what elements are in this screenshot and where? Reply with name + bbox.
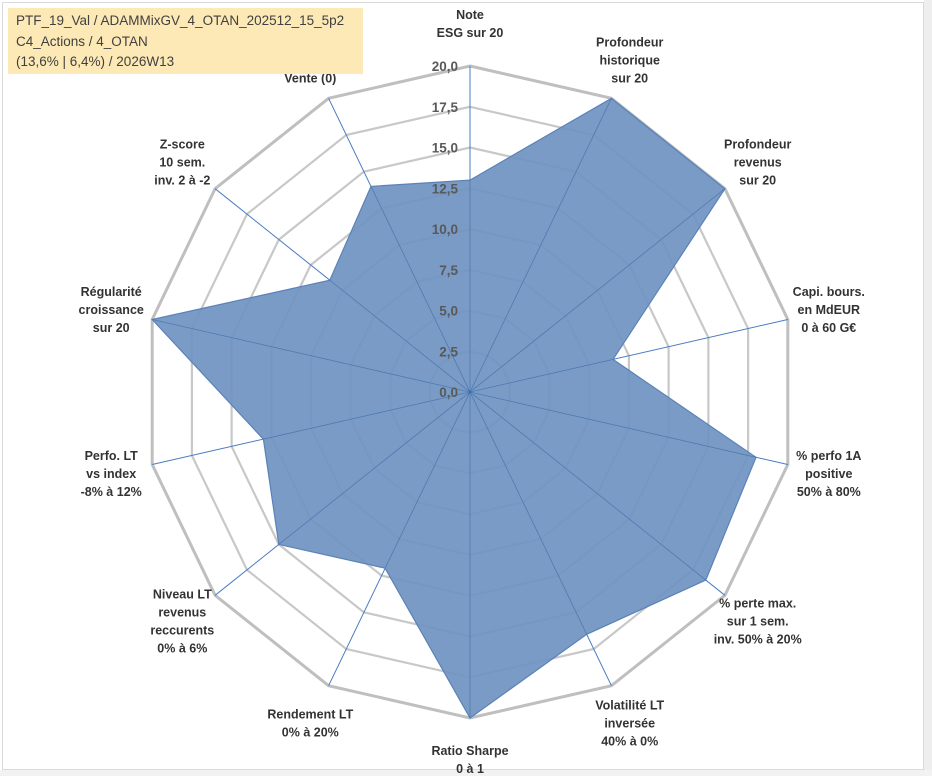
axis-label-line: Ratio Sharpe <box>431 744 508 758</box>
axis-label-line: 0 à 1 <box>456 762 484 776</box>
axis-label-2: Profondeur historique sur 20 <box>596 35 663 85</box>
axis-label-line: 0% à 6% <box>157 641 207 655</box>
series-spoke-9 <box>384 391 471 569</box>
axis-label-line: Vente (0) <box>284 71 336 85</box>
series-spoke-10 <box>278 391 471 545</box>
axis-label-6: % perte max. sur 1 sem. inv. 50% à 20% <box>714 596 802 646</box>
axis-label-line: sur 1 sem. <box>727 614 789 628</box>
series-spoke-3 <box>469 188 726 393</box>
series-spoke-4 <box>469 359 614 393</box>
axis-label-4: Capi. bours. en MdEUR 0 à 60 G€ <box>793 285 865 335</box>
axis-label-line: 10 sem. <box>159 156 205 170</box>
axis-label-line: Z-score <box>160 138 205 152</box>
series-spoke-7 <box>469 391 587 635</box>
tick-label: 12,5 <box>432 181 459 196</box>
axis-label-9: Rendement LT 0% à 20% <box>267 708 353 740</box>
axis-label-5: % perfo 1A positive 50% à 80% <box>796 449 861 499</box>
axis-label-line: Profondeur <box>724 138 791 152</box>
axis-label-line: reccurents <box>150 623 214 637</box>
axis-label-line: Régularité <box>81 285 142 299</box>
axis-label-line: inv. 2 à -2 <box>154 174 210 188</box>
axis-label-line: inversée <box>604 717 655 731</box>
axis-label-line: Profondeur <box>596 35 663 49</box>
portfolio-category: C4_Actions / 4_OTAN <box>16 33 148 49</box>
axis-label-line: revenus <box>158 605 206 619</box>
tick-label: 17,5 <box>432 100 459 115</box>
tick-label: 0,0 <box>439 385 458 400</box>
axis-label-line: 0% à 20% <box>282 726 339 740</box>
tick-label: 10,0 <box>432 222 458 237</box>
vertical-scrollbar[interactable] <box>924 0 932 776</box>
tick-label: 5,0 <box>439 304 458 319</box>
axis-label-line: Capi. bours. <box>793 285 865 299</box>
portfolio-name: PTF_19_Val / ADAMMixGV_4_OTAN_202512_15_… <box>16 13 345 28</box>
axis-label-11: Perfo. LT vs index -8% à 12% <box>81 449 142 499</box>
axis-label-line: croissance <box>79 303 144 317</box>
series-spoke-2 <box>469 98 612 393</box>
axis-label-7: Volatilité LT inversée 40% à 0% <box>595 699 664 749</box>
tick-label: 15,0 <box>432 141 458 156</box>
axis-label-line: en MdEUR <box>798 303 861 317</box>
axis-label-line: revenus <box>734 156 782 170</box>
tick-label: 7,5 <box>439 263 458 278</box>
axis-label-line: sur 20 <box>93 321 130 335</box>
axis-label-1: Note ESG sur 20 <box>437 8 504 40</box>
axis-label-line: inv. 50% à 20% <box>714 632 802 646</box>
axis-label-line: historique <box>599 53 659 67</box>
axis-label-3: Profondeur revenus sur 20 <box>724 138 791 188</box>
axis-label-13: Z-score 10 sem. inv. 2 à -2 <box>154 138 210 188</box>
bottom-edge <box>0 770 932 776</box>
series-spoke-6 <box>469 391 706 581</box>
axis-label-line: -8% à 12% <box>81 485 142 499</box>
axis-label-line: Rendement LT <box>267 708 353 722</box>
axis-label-10: Niveau LT revenus reccurents 0% à 6% <box>150 587 214 655</box>
portfolio-info-box: PTF_19_Val / ADAMMixGV_4_OTAN_202512_15_… <box>8 8 363 74</box>
axis-label-line: positive <box>805 467 852 481</box>
series-spoke-12 <box>152 319 471 393</box>
axis-label-line: Perfo. LT <box>85 449 139 463</box>
axis-label-line: sur 20 <box>611 71 648 85</box>
axis-label-line: 40% à 0% <box>601 735 658 749</box>
radar-tick-labels: 0,0 2,5 5,0 7,5 10,0 12,5 15,0 17,5 20,0 <box>432 59 459 400</box>
axis-label-line: sur 20 <box>739 174 776 188</box>
series-spoke-11 <box>263 391 471 440</box>
axis-label-line: 0 à 60 G€ <box>801 321 856 335</box>
axis-label-line: 50% à 80% <box>797 485 861 499</box>
radar-series <box>151 97 757 719</box>
axis-label-line: Niveau LT <box>153 587 212 601</box>
tick-label: 2,5 <box>439 344 458 359</box>
axis-label-line: ESG sur 20 <box>437 26 504 40</box>
series-spoke-14 <box>370 186 471 393</box>
axis-label-8: Ratio Sharpe 0 à 1 <box>431 744 508 776</box>
axis-label-line: % perfo 1A <box>796 449 861 463</box>
series-spoke-13 <box>329 279 471 393</box>
axis-label-12: Régularité croissance sur 20 <box>79 285 144 335</box>
series-spoke-5 <box>469 391 757 458</box>
portfolio-stats: (13,6% | 6,4%) / 2026W13 <box>16 54 175 69</box>
tick-label: 20,0 <box>432 59 458 74</box>
axis-label-line: Note <box>456 8 484 22</box>
axis-label-line: % perte max. <box>719 596 796 610</box>
axis-label-line: vs index <box>86 467 136 481</box>
axis-label-line: Volatilité LT <box>595 699 664 713</box>
